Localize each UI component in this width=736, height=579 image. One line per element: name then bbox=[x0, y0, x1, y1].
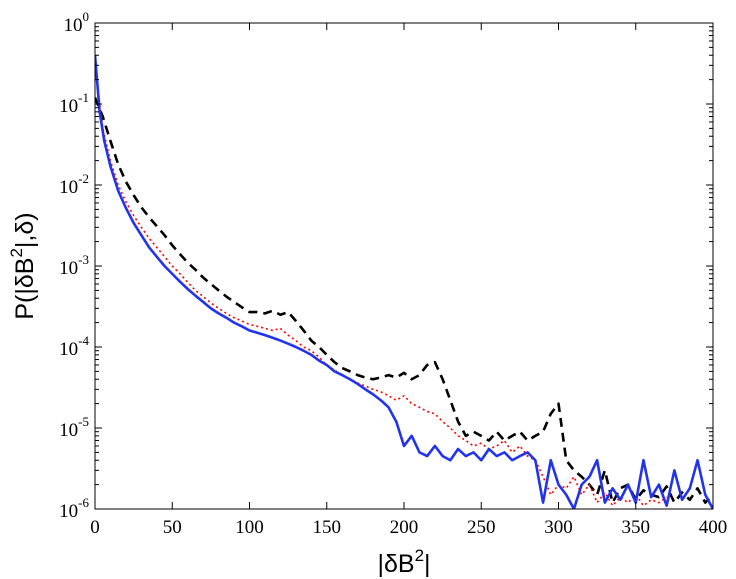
series-line-red-dotted bbox=[95, 65, 668, 507]
x-tick-label: 300 bbox=[544, 517, 573, 538]
x-tick-label: 200 bbox=[390, 517, 419, 538]
y-tick-label: 10-5 bbox=[59, 414, 89, 441]
x-tick-label: 400 bbox=[699, 517, 728, 538]
x-tick-label: 350 bbox=[622, 517, 651, 538]
axis-ticks: 0 50 100 150 200 250 300 350 400 100 10-1 10-2 10-3 1… bbox=[59, 9, 727, 538]
y-tick-label: 10-2 bbox=[59, 171, 89, 198]
x-tick-label: 250 bbox=[467, 517, 496, 538]
x-axis-label: |δB2| bbox=[377, 546, 430, 578]
series-layer bbox=[95, 55, 713, 509]
y-tick-label: 10-6 bbox=[59, 495, 89, 522]
x-tick-label: 50 bbox=[163, 517, 182, 538]
axis-labels: |δB2| P(|δB2|,δ) bbox=[7, 212, 431, 578]
x-tick-label: 0 bbox=[90, 517, 100, 538]
series-line-blue-solid bbox=[95, 55, 713, 509]
x-tick-label: 100 bbox=[235, 517, 264, 538]
y-axis-label: P(|δB2|,δ) bbox=[7, 212, 39, 319]
x-tick-label: 150 bbox=[313, 517, 342, 538]
plot-area-frame bbox=[94, 22, 714, 510]
y-tick-label: 100 bbox=[64, 9, 90, 36]
y-tick-label: 10-3 bbox=[59, 252, 89, 279]
y-tick-label: 10-4 bbox=[59, 333, 89, 360]
y-tick-label: 10-1 bbox=[59, 90, 89, 117]
